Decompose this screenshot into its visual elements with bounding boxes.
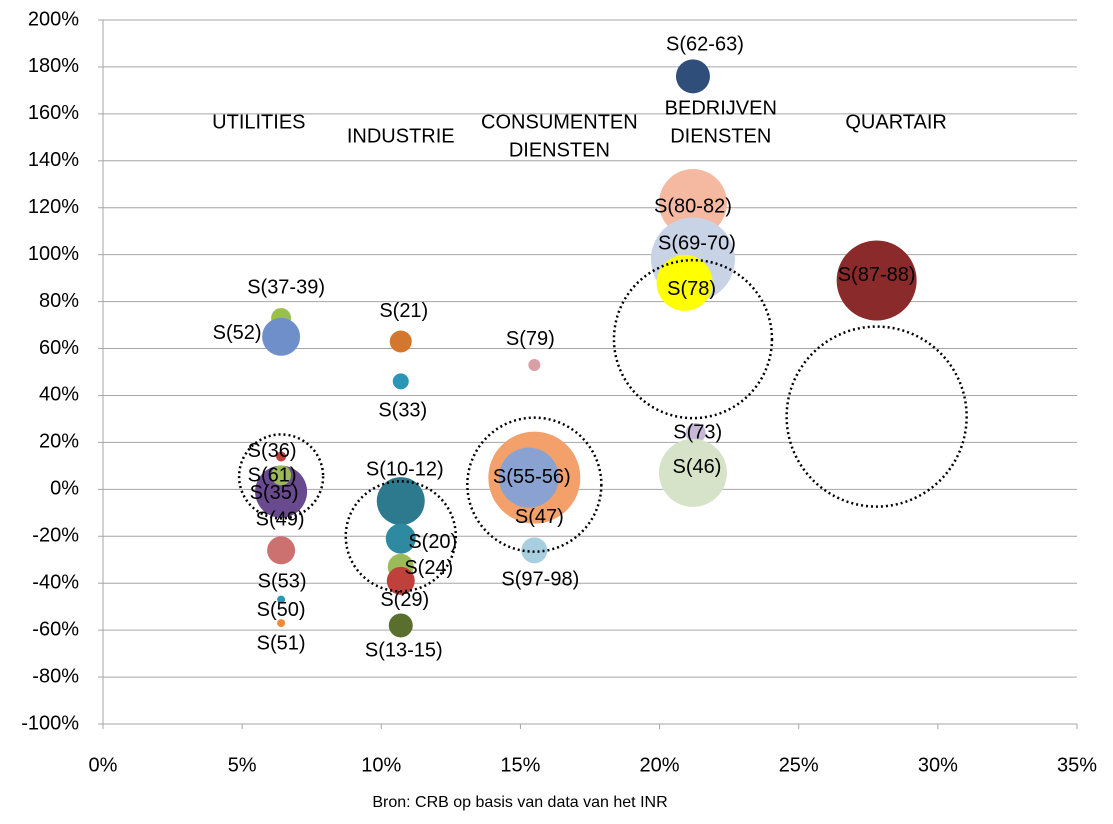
bubble: [836, 240, 917, 321]
bubble: [521, 537, 548, 564]
bubble: [267, 536, 296, 565]
y-tick-label: -40%: [32, 571, 79, 593]
bubble-label: S(36): [248, 440, 297, 462]
bubble: [277, 595, 286, 604]
y-tick-label: 0%: [50, 478, 79, 500]
sector-label: QUARTAIR: [845, 112, 947, 134]
bubble-label: S(87-88): [838, 264, 916, 286]
bubble-label: S(47): [515, 506, 564, 528]
y-tick-label: -80%: [32, 665, 79, 687]
sector-label: UTILITIES: [212, 112, 305, 134]
bubble: [276, 451, 287, 462]
bubble: [498, 447, 559, 508]
bubble-label: S(53): [258, 571, 307, 593]
bubble-label: S(61): [248, 465, 297, 487]
bubble-label: S(79): [506, 328, 555, 350]
y-tick-label: 60%: [39, 337, 79, 359]
sector-label: CONSUMENTEN: [481, 112, 638, 134]
bubble: [385, 523, 416, 554]
bubble: [376, 477, 425, 526]
bubble-label: S(10-12): [366, 458, 444, 480]
x-tick-label: 15%: [500, 754, 540, 776]
bubble: [277, 619, 286, 628]
sector-label: DIENSTEN: [670, 126, 771, 148]
y-tick-label: 140%: [28, 149, 79, 171]
x-tick-label: 35%: [1057, 754, 1097, 776]
sector-label: BEDRIJVEN: [665, 98, 777, 120]
bubble-label: S(24): [404, 557, 453, 579]
bubble: [255, 465, 308, 518]
y-tick-label: 160%: [28, 102, 79, 124]
bubble-label: S(78): [667, 278, 716, 300]
bubble: [392, 373, 409, 390]
bubble: [685, 423, 706, 444]
bubble-label: S(29): [380, 589, 429, 611]
bubble: [528, 358, 541, 371]
bubble-label: S(97-98): [501, 569, 579, 591]
bubble-label: S(80-82): [654, 195, 732, 217]
source-note: Bron: CRB op basis van data van het INR: [372, 794, 667, 811]
bubble: [656, 254, 713, 311]
bubble-label: S(33): [378, 400, 427, 422]
group-circle: [237, 433, 325, 520]
y-tick-label: -100%: [21, 712, 79, 734]
x-tick-label: 25%: [779, 754, 819, 776]
bubble-label: S(50): [257, 599, 306, 621]
group-circle: [785, 325, 968, 508]
x-tick-label: 5%: [228, 754, 257, 776]
x-tick-label: 0%: [89, 754, 118, 776]
bubble-label: S(73): [673, 421, 722, 443]
bubble: [658, 438, 727, 507]
bubble: [386, 566, 415, 595]
bubble-label: S(51): [257, 632, 306, 654]
x-tick-label: 20%: [640, 754, 680, 776]
bubble-label: S(20): [408, 531, 457, 553]
bubble-label: S(21): [379, 300, 428, 322]
y-tick-label: -20%: [32, 525, 79, 547]
bubble: [388, 613, 413, 638]
bubble-label: S(49): [256, 509, 305, 531]
bubble-label: S(55-56): [493, 466, 571, 488]
x-tick-label: 30%: [918, 754, 958, 776]
y-tick-label: 80%: [39, 290, 79, 312]
sector-label: INDUSTRIE: [347, 126, 455, 148]
group-circle: [612, 258, 774, 420]
bubble: [262, 317, 301, 356]
bubble: [389, 330, 412, 353]
sector-label: DIENSTEN: [509, 140, 610, 162]
y-tick-label: 40%: [39, 384, 79, 406]
bubble: [271, 465, 292, 486]
y-tick-label: 120%: [28, 196, 79, 218]
y-tick-label: 20%: [39, 431, 79, 453]
group-circle: [466, 416, 603, 553]
bubble-label: S(13-15): [365, 640, 443, 662]
bubble: [658, 169, 727, 238]
bubble-label: S(52): [213, 322, 262, 344]
bubble: [675, 59, 710, 94]
y-tick-label: 200%: [28, 8, 79, 30]
x-tick-label: 10%: [361, 754, 401, 776]
y-tick-label: -60%: [32, 618, 79, 640]
y-tick-label: 180%: [28, 55, 79, 77]
bubble-label: S(46): [673, 456, 722, 478]
y-tick-label: 100%: [28, 243, 79, 265]
bubble-label: S(37-39): [247, 276, 325, 298]
bubble-label: S(62-63): [666, 34, 744, 56]
bubble-label: S(35): [250, 482, 299, 504]
group-circle: [344, 480, 458, 593]
bubble-label: S(69-70): [658, 233, 736, 255]
